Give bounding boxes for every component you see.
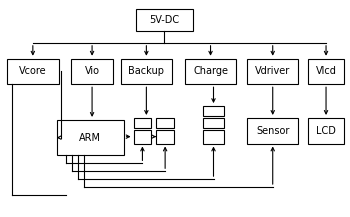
Bar [134, 118, 151, 128]
Text: Vdriver: Vdriver [255, 66, 290, 76]
Bar [203, 118, 224, 128]
Bar [71, 59, 113, 84]
Text: LCD: LCD [316, 126, 336, 136]
Text: Backup: Backup [128, 66, 164, 76]
Bar [7, 59, 58, 84]
Bar [203, 130, 224, 144]
Text: Charge: Charge [193, 66, 228, 76]
Text: Vio: Vio [85, 66, 100, 76]
Bar [57, 120, 124, 155]
Bar [247, 59, 299, 84]
Bar [134, 130, 151, 144]
Bar [308, 59, 344, 84]
Bar [308, 118, 344, 144]
Text: Vcore: Vcore [19, 66, 47, 76]
Bar [135, 9, 193, 31]
Text: Vlcd: Vlcd [316, 66, 336, 76]
Bar [185, 59, 236, 84]
Text: Sensor: Sensor [256, 126, 289, 136]
Bar [156, 118, 174, 128]
Bar [156, 130, 174, 144]
Text: 5V-DC: 5V-DC [149, 15, 179, 25]
Bar [121, 59, 172, 84]
Bar [203, 106, 224, 116]
Bar [247, 118, 299, 144]
Text: ARM: ARM [79, 133, 101, 143]
